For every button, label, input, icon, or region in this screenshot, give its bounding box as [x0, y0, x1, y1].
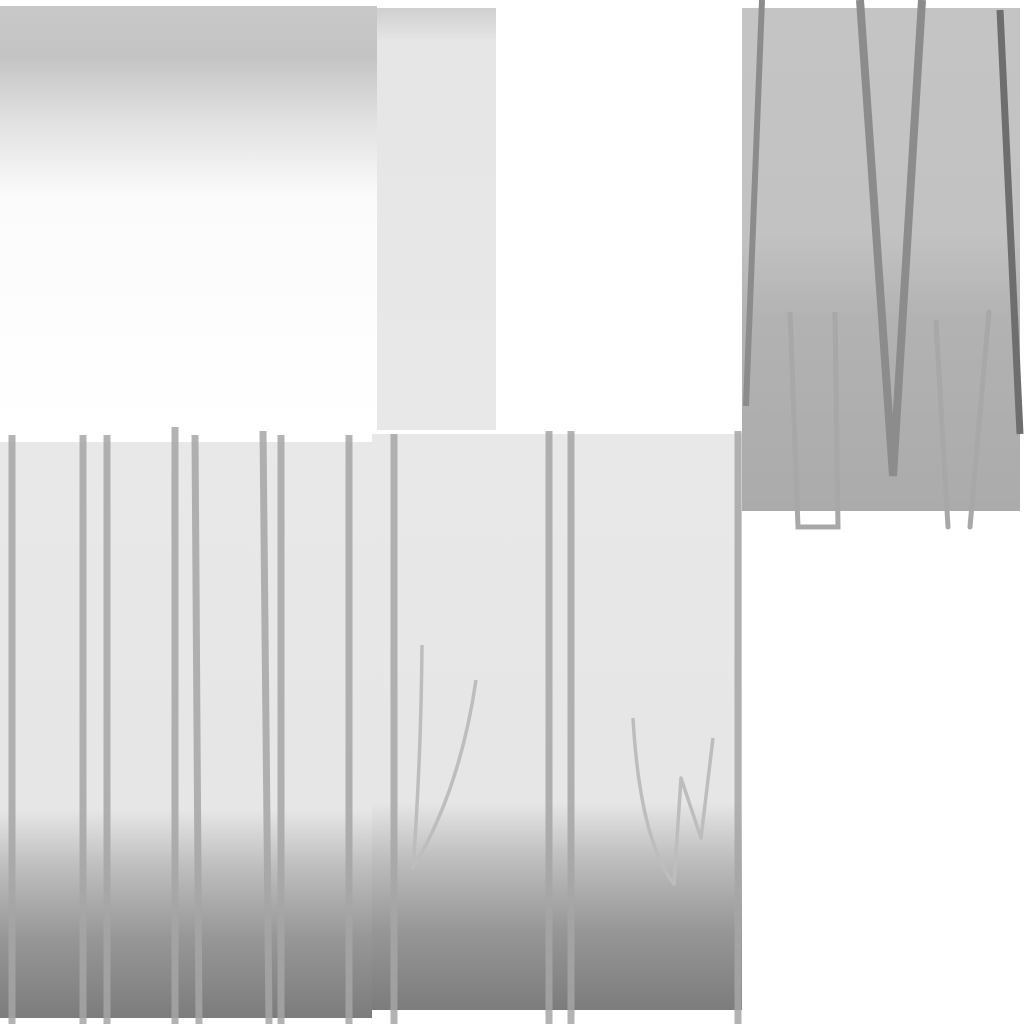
bark-crack — [631, 717, 715, 886]
grass-blade — [967, 309, 992, 530]
bark-crack — [411, 644, 478, 870]
grass-blade — [856, 0, 926, 477]
grass-blade — [787, 311, 841, 530]
top-right-grass-panel — [742, 0, 1024, 530]
grass-blade — [743, 0, 765, 407]
bottom-center-bark-panel — [372, 431, 742, 1024]
bark-line — [191, 434, 203, 1024]
bottom-left-bark-panel — [0, 427, 372, 1024]
grass-blade — [996, 9, 1024, 435]
bark-line — [259, 430, 273, 1024]
top-center-strip — [377, 8, 496, 430]
grass-blade — [933, 319, 951, 530]
top-left-gradient-panel — [0, 6, 377, 430]
